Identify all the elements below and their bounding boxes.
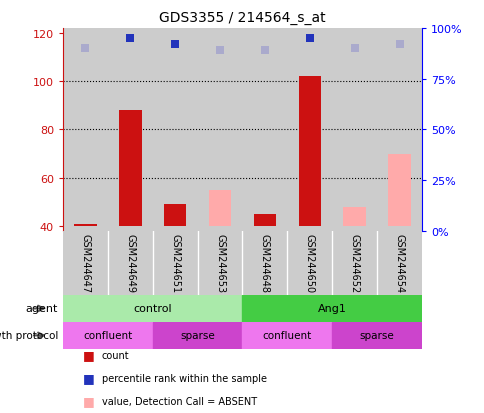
Text: sparse: sparse [359,330,393,341]
Bar [343,207,365,226]
Text: GSM244652: GSM244652 [349,233,359,292]
Bar [332,231,376,295]
Text: percentile rank within the sample: percentile rank within the sample [102,373,266,383]
Bar [63,322,152,349]
Text: Ang1: Ang1 [317,304,346,314]
Text: GSM244647: GSM244647 [80,233,91,292]
Bar [152,29,197,231]
Bar [197,231,242,295]
Bar [332,29,376,231]
Bar [376,231,421,295]
Bar [242,295,421,322]
Text: agent: agent [26,304,58,314]
Bar [287,29,332,231]
Bar [242,322,332,349]
Point [305,36,313,42]
Text: GSM244651: GSM244651 [170,233,180,292]
Bar [388,154,410,226]
Text: ■: ■ [82,349,94,362]
Bar [63,295,242,322]
Point [126,36,134,42]
Bar [242,29,287,231]
Point [350,46,358,52]
Bar [63,231,107,295]
Point [216,48,224,55]
Bar [242,231,287,295]
Point [171,42,179,48]
Text: count: count [102,350,129,360]
Bar [63,29,107,231]
Text: ■: ■ [82,371,94,385]
Bar [119,111,141,226]
Bar [209,190,231,226]
Bar [107,29,152,231]
Text: control: control [133,304,172,314]
Bar [74,224,96,226]
Bar [298,77,320,226]
Title: GDS3355 / 214564_s_at: GDS3355 / 214564_s_at [159,11,325,25]
Bar [107,231,152,295]
Bar [152,231,197,295]
Point [81,46,89,52]
Bar [253,214,275,226]
Bar [197,29,242,231]
Text: confluent: confluent [83,330,132,341]
Text: GSM244649: GSM244649 [125,233,135,292]
Point [395,42,403,48]
Text: confluent: confluent [262,330,311,341]
Bar [287,231,332,295]
Text: GSM244653: GSM244653 [214,233,225,292]
Text: value, Detection Call = ABSENT: value, Detection Call = ABSENT [102,396,257,406]
Text: GSM244650: GSM244650 [304,233,314,292]
Bar [164,205,186,226]
Point [260,48,268,55]
Text: sparse: sparse [180,330,214,341]
Text: GSM244654: GSM244654 [393,233,404,292]
Bar [376,29,421,231]
Text: ■: ■ [82,394,94,407]
Bar [152,322,242,349]
Text: GSM244648: GSM244648 [259,233,270,292]
Text: growth protocol: growth protocol [0,330,58,341]
Bar [332,322,421,349]
